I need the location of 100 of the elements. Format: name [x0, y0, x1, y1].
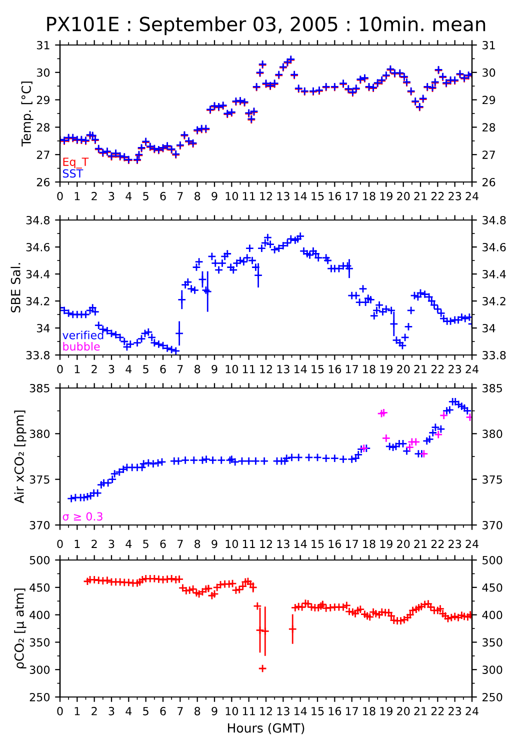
x-tick-label: 12: [260, 364, 272, 374]
x2-tick-label: 17: [346, 540, 358, 548]
x2-tick-label: 24: [466, 540, 478, 548]
point: [379, 408, 388, 418]
x-tick-label: 17: [346, 365, 358, 374]
x-tick-label: 23: [448, 706, 462, 716]
y-tick-label: 500: [30, 556, 50, 564]
x2-tick-label: 1: [74, 540, 80, 548]
x-tick-label: 21: [414, 192, 427, 200]
x-tick-label: 15: [312, 192, 324, 200]
x2-tick-label: 21: [414, 540, 427, 548]
y-tick-label: 34.4: [26, 270, 50, 278]
x2-tick-label: 11: [242, 540, 255, 548]
y-tick-label: 34.8: [26, 216, 50, 224]
x-tick-label: 7: [178, 365, 183, 374]
x-tick-label: 3: [108, 706, 114, 716]
x-tick-label: 0: [57, 364, 63, 374]
series-label: verified: [62, 330, 104, 340]
y2-tick-label: 26: [482, 178, 496, 186]
y2-tick-label: 400: [482, 610, 502, 620]
y2-tick-label: 380: [482, 430, 502, 438]
x-tick-label: 20: [397, 706, 410, 716]
x-tick-label: 4: [126, 192, 132, 200]
x2-tick-label: 16: [328, 540, 342, 548]
x2-tick-label: 14: [294, 540, 307, 548]
x-tick-label: 23: [448, 364, 462, 374]
y2-tick-label: 250: [482, 692, 502, 702]
y2-tick-label: 450: [482, 583, 502, 592]
y2-tick-label: 30: [482, 68, 496, 77]
x-tick-label: 2: [92, 192, 97, 200]
y2-tick-label: 31: [482, 40, 495, 50]
x-tick-label: 10: [226, 192, 238, 200]
y-tick-label: 400: [30, 610, 50, 620]
x2-tick-label: 19: [380, 540, 392, 548]
x-tick-label: 18: [363, 706, 376, 716]
x-tick-label: 0: [57, 706, 63, 716]
x-tick-label: 22: [431, 364, 444, 374]
y-axis-title: ρCO₂ [μ atm]: [14, 588, 26, 668]
x-tick-label: 14: [294, 365, 307, 374]
x-tick-label: 3: [108, 364, 114, 374]
x2-tick-label: 3: [108, 540, 114, 548]
x-tick-label: 11: [242, 365, 255, 374]
x-tick-label: 8: [194, 364, 200, 374]
y-tick-label: 370: [30, 520, 50, 530]
x-tick-label: 2: [92, 364, 97, 374]
x-tick-label: 5: [143, 365, 148, 374]
x2-tick-label: 22: [431, 540, 444, 548]
x-tick-label: 14: [294, 707, 307, 716]
chart-title: PX101E : September 03, 2005 : 10min. mean: [47, 16, 486, 36]
y-tick-label: 34.2: [26, 296, 50, 306]
x-tick-label: 7: [178, 192, 183, 200]
y-tick-label: 385: [30, 384, 50, 392]
y-tick-label: 34.6: [26, 242, 50, 252]
y2-tick-label: 350: [482, 638, 502, 647]
point: [439, 411, 448, 420]
x-tick-label: 19: [380, 364, 392, 374]
x2-tick-label: 10: [226, 540, 238, 548]
y-tick-label: 26: [36, 178, 50, 186]
x-tick-label: 16: [328, 706, 342, 716]
x2-tick-label: 0: [57, 540, 63, 548]
y-tick-label: 250: [30, 692, 50, 702]
x-tick-label: 21: [414, 364, 427, 374]
x-tick-label: 5: [143, 192, 148, 200]
x-tick-label: 15: [312, 365, 324, 374]
y2-tick-label: 33.8: [482, 350, 506, 360]
x-tick-label: 9: [212, 706, 218, 716]
y2-tick-label: 29: [482, 96, 496, 104]
x-tick-label: 8: [194, 192, 200, 200]
x-tick-label: 14: [294, 192, 307, 200]
x2-tick-label: 6: [160, 540, 166, 548]
x-tick-label: 8: [194, 706, 200, 716]
x-tick-label: 15: [312, 707, 324, 716]
series-label: Eq_T: [63, 158, 89, 168]
x-tick-label: 12: [260, 706, 272, 716]
y-tick-label: 33.8: [26, 350, 50, 360]
x-tick-label: 9: [212, 364, 218, 374]
y2-tick-label: 300: [482, 666, 502, 674]
x-tick-label: 0: [57, 192, 63, 200]
x-tick-label: 9: [212, 192, 218, 200]
point: [377, 409, 386, 418]
x-tick-label: 1: [74, 365, 80, 374]
x-tick-label: 6: [160, 364, 166, 374]
y-tick-label: 28: [36, 123, 50, 132]
x-tick-label: 13: [277, 706, 290, 716]
y-tick-label: 30: [36, 68, 50, 77]
y-tick-label: 27: [36, 150, 50, 159]
x-tick-label: 11: [242, 192, 255, 200]
x-tick-label: 16: [328, 192, 342, 200]
y2-tick-label: 370: [482, 520, 502, 530]
y2-tick-label: 28: [482, 123, 496, 132]
x2-tick-label: 8: [194, 540, 200, 548]
y-tick-label: 375: [30, 475, 50, 484]
x-tick-label: 13: [277, 192, 290, 200]
legend-label: bubble: [63, 342, 100, 351]
x-tick-label: 4: [126, 707, 132, 716]
y-tick-label: 29: [36, 96, 50, 104]
x-tick-label: 18: [363, 192, 376, 200]
x-tick-label: 16: [328, 364, 342, 374]
x-tick-label: 17: [346, 192, 358, 200]
y2-tick-label: 375: [482, 475, 502, 484]
